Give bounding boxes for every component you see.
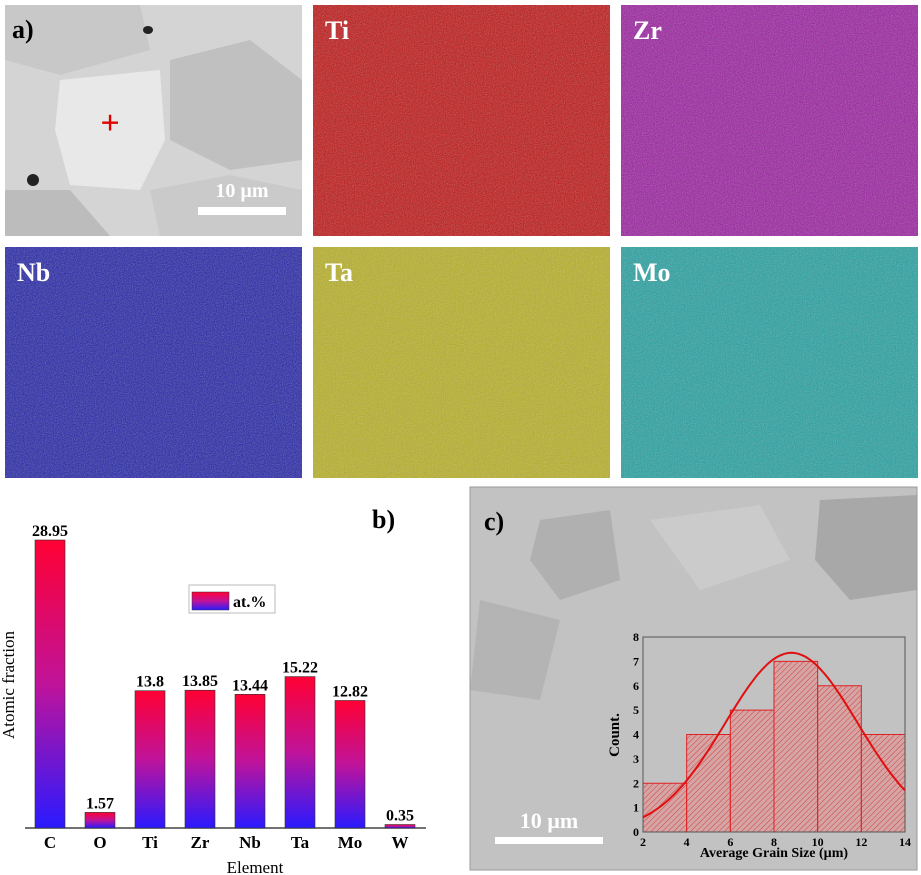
hist-frame bbox=[642, 636, 906, 833]
hist-y-tick: 2 bbox=[633, 776, 639, 790]
hist-y-axis-label: Count. bbox=[607, 713, 623, 757]
hist-x-tick: 8 bbox=[771, 835, 777, 849]
bar-value-label: 28.95 bbox=[32, 523, 68, 540]
bar-value-label: 0.35 bbox=[386, 808, 414, 825]
panel-label-c: c) bbox=[484, 507, 504, 536]
hist-y-tick: 0 bbox=[633, 825, 639, 839]
eds-map-label: Ta bbox=[325, 258, 353, 287]
bar-chart-composition: b) Atomic fraction Element at.% 28.95 C 1.… bbox=[0, 505, 426, 875]
scale-bar-label-a: 10 µm bbox=[215, 180, 269, 202]
histogram-grain-size: Count. Average Grain Size (µm) 2 4 6 8 10 12 1… bbox=[607, 630, 911, 861]
x-axis-label: Element bbox=[227, 858, 284, 875]
eds-map-nb: Nb bbox=[5, 247, 302, 478]
bar-value-label: 12.82 bbox=[332, 683, 368, 700]
hist-y-tick: 3 bbox=[633, 752, 639, 766]
sem-image-a: a) + 10 µm bbox=[5, 5, 302, 236]
eds-map-zr: Zr bbox=[621, 5, 918, 236]
eds-map-label: Mo bbox=[633, 258, 671, 287]
x-tick-label: Zr bbox=[191, 833, 210, 852]
hist-x-tick: 10 bbox=[812, 835, 824, 849]
eds-map-ta: Ta bbox=[313, 247, 610, 478]
bar-Mo bbox=[334, 700, 366, 829]
hist-x-tick: 4 bbox=[684, 835, 690, 849]
bar-value-label: 13.44 bbox=[232, 677, 268, 694]
hist-bar bbox=[729, 709, 775, 833]
bar-value-label: 13.8 bbox=[136, 674, 164, 691]
scale-bar-c bbox=[495, 837, 603, 844]
hist-bar bbox=[686, 734, 731, 833]
legend: at.% bbox=[188, 584, 276, 614]
bar-Nb bbox=[234, 693, 266, 829]
eds-map-label: Nb bbox=[17, 258, 50, 287]
bar-value-label: 13.85 bbox=[182, 673, 218, 690]
bar-value-label: 1.57 bbox=[86, 795, 114, 812]
hist-x-tick: 12 bbox=[855, 835, 867, 849]
hist-y-tick: 5 bbox=[633, 703, 639, 717]
eds-map-mo: Mo bbox=[621, 247, 918, 478]
x-tick-label: Nb bbox=[239, 833, 261, 852]
bar-O bbox=[84, 812, 116, 829]
x-tick-label: W bbox=[392, 833, 409, 852]
bar-Ti bbox=[134, 690, 166, 829]
eds-map-label: Ti bbox=[325, 16, 349, 45]
hist-bar bbox=[642, 782, 688, 833]
bar-Zr bbox=[184, 689, 216, 829]
hist-y-tick: 8 bbox=[633, 630, 639, 644]
scale-bar-label-c: 10 µm bbox=[520, 808, 579, 833]
hist-y-tick: 7 bbox=[633, 654, 639, 668]
x-tick-label: C bbox=[44, 833, 56, 852]
eds-map-ti: Ti bbox=[313, 5, 610, 236]
hist-y-tick: 6 bbox=[633, 679, 639, 693]
x-tick-label: Ta bbox=[291, 833, 310, 852]
x-tick-label: Mo bbox=[338, 833, 363, 852]
x-tick-label: Ti bbox=[142, 833, 158, 852]
hist-bar bbox=[817, 685, 862, 833]
scale-bar-a bbox=[198, 207, 286, 215]
hist-x-axis-label: Average Grain Size (µm) bbox=[700, 846, 848, 861]
eds-map-label: Zr bbox=[633, 16, 662, 45]
panel-label-a: a) bbox=[12, 15, 34, 44]
bar-W bbox=[384, 824, 416, 829]
hist-y-tick: 1 bbox=[633, 801, 639, 815]
hist-x-tick: 2 bbox=[640, 835, 646, 849]
hist-x-tick: 14 bbox=[899, 835, 911, 849]
hist-bar bbox=[773, 660, 819, 833]
x-tick-label: O bbox=[93, 833, 106, 852]
bar-Ta bbox=[284, 676, 316, 829]
analysis-point-marker: + bbox=[100, 105, 119, 142]
hist-y-tick: 4 bbox=[633, 728, 639, 742]
bar-C bbox=[34, 539, 66, 829]
hist-x-tick: 6 bbox=[727, 835, 733, 849]
y-axis-label: Atomic fraction bbox=[0, 630, 18, 739]
panel-label-b: b) bbox=[372, 505, 395, 534]
legend-swatch bbox=[191, 591, 230, 611]
gaussian-fit-curve bbox=[642, 651, 906, 819]
bar-value-label: 15.22 bbox=[282, 660, 318, 677]
legend-label: at.% bbox=[233, 594, 266, 611]
